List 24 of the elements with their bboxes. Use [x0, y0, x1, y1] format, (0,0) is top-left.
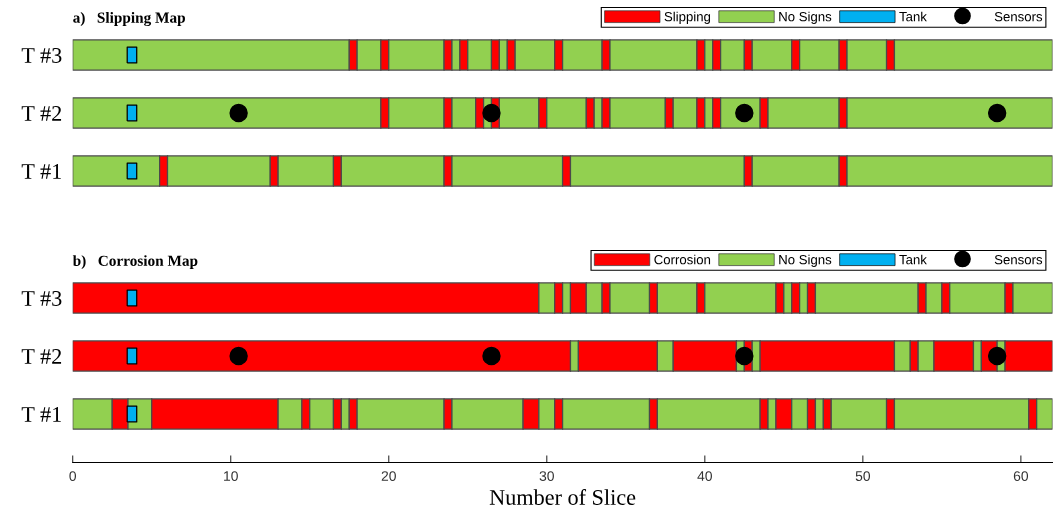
y-tick-label: T #2: [21, 105, 62, 121]
chart-title: b) Corrosion Map: [72, 255, 198, 269]
legend-label: Slipping: [664, 11, 711, 24]
y-tick-label: T #3: [21, 47, 62, 63]
x-tick-label: 40: [697, 471, 712, 481]
legend-label: Sensors: [994, 11, 1043, 22]
x-axis-title: Number of Slice: [489, 489, 636, 505]
y-tick-label: T #2: [21, 348, 62, 364]
x-tick-label: 10: [224, 471, 238, 481]
x-tick-label: 30: [539, 471, 554, 481]
y-tick-label: T #3: [21, 290, 62, 306]
y-tick-label: T #1: [21, 407, 61, 422]
legend-label: Sensors: [994, 254, 1043, 265]
legend-label: Corrosion: [654, 254, 711, 265]
x-tick-label: 60: [1013, 471, 1029, 481]
legend-label: No Signs: [779, 11, 832, 24]
x-tick-label: 0: [69, 471, 77, 481]
legend-label: No Signs: [779, 254, 832, 267]
legend-label: Tank: [899, 254, 927, 265]
x-tick-label: 50: [855, 471, 871, 481]
y-tick-label: T #1: [21, 164, 61, 179]
x-tick-label: 20: [381, 471, 396, 481]
legend-label: Tank: [899, 11, 927, 22]
chart-title: a) Slipping Map: [73, 12, 185, 26]
